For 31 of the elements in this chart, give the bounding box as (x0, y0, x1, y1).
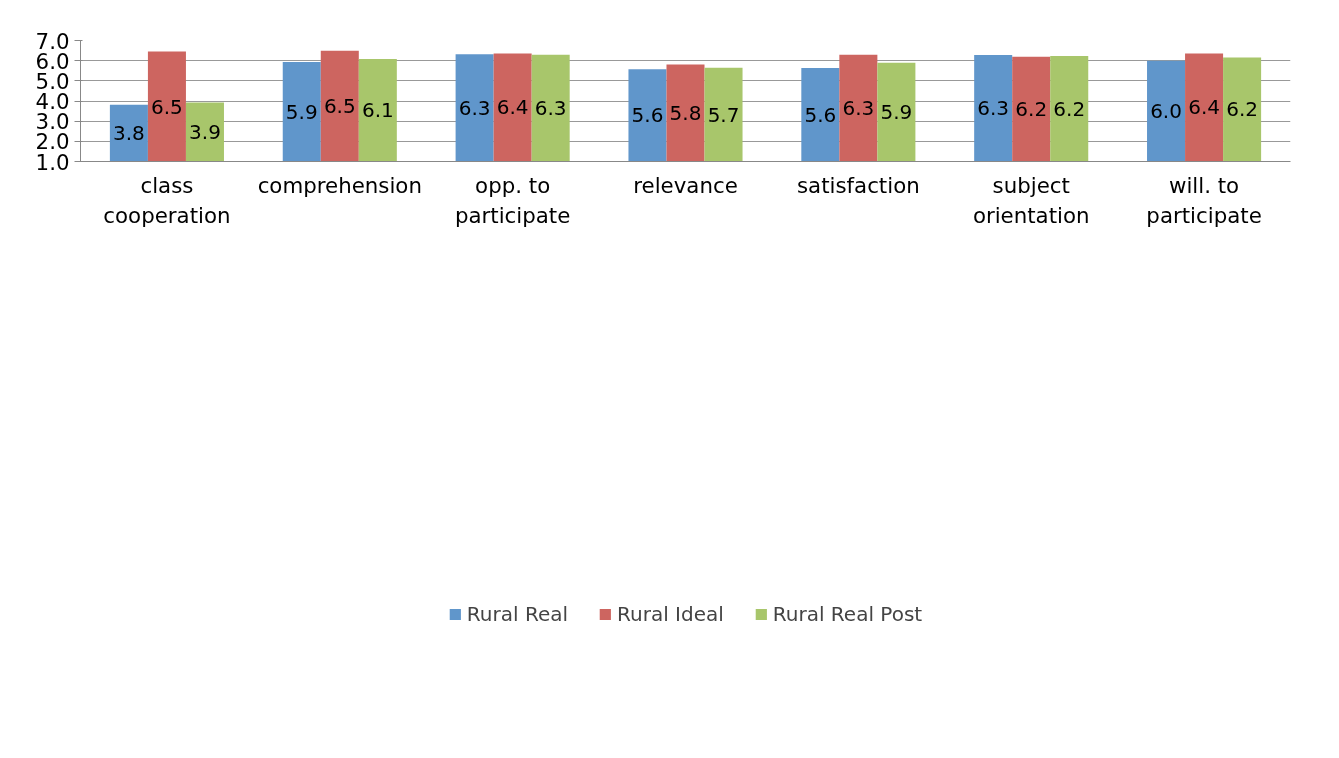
data-label: 6.4 (1188, 95, 1220, 120)
data-label: 6.1 (361, 98, 394, 123)
data-label: 5.9 (285, 99, 318, 124)
data-label: 6.2 (1053, 96, 1086, 121)
data-label: 6.5 (151, 94, 183, 119)
x-tick-label: subject orientation (972, 172, 1090, 228)
data-label: 5.6 (631, 103, 664, 128)
x-tick-label: relevance (633, 172, 738, 198)
legend-label: Rural Real Post (772, 602, 923, 626)
data-label: 6.3 (977, 96, 1010, 121)
data-label: 6.3 (458, 95, 491, 120)
legend-label: Rural Ideal (617, 602, 724, 626)
x-tick-label: opp. to participate (454, 172, 571, 228)
data-label: 6.4 (496, 95, 529, 120)
data-label: 5.6 (804, 102, 837, 127)
data-label: 6.5 (323, 94, 356, 119)
data-label: 6.2 (1015, 97, 1048, 122)
data-label: 5.7 (707, 102, 740, 127)
x-tick-label: will. to participate (1146, 172, 1262, 228)
legend-label: Rural Real (466, 602, 569, 626)
data-label: 6.0 (1150, 99, 1182, 124)
data-label: 3.8 (113, 121, 145, 146)
data-label: 6.3 (534, 96, 567, 121)
data-label: 5.8 (669, 101, 702, 125)
data-label: 6.2 (1226, 97, 1259, 122)
data-label: 5.9 (880, 100, 913, 125)
data-label: 6.3 (842, 96, 875, 121)
x-tick-label: satisfaction (796, 172, 920, 198)
x-tick-label: comprehension (257, 172, 422, 198)
x-tick-label: class cooperation (103, 172, 231, 228)
data-label: 3.9 (189, 120, 221, 145)
